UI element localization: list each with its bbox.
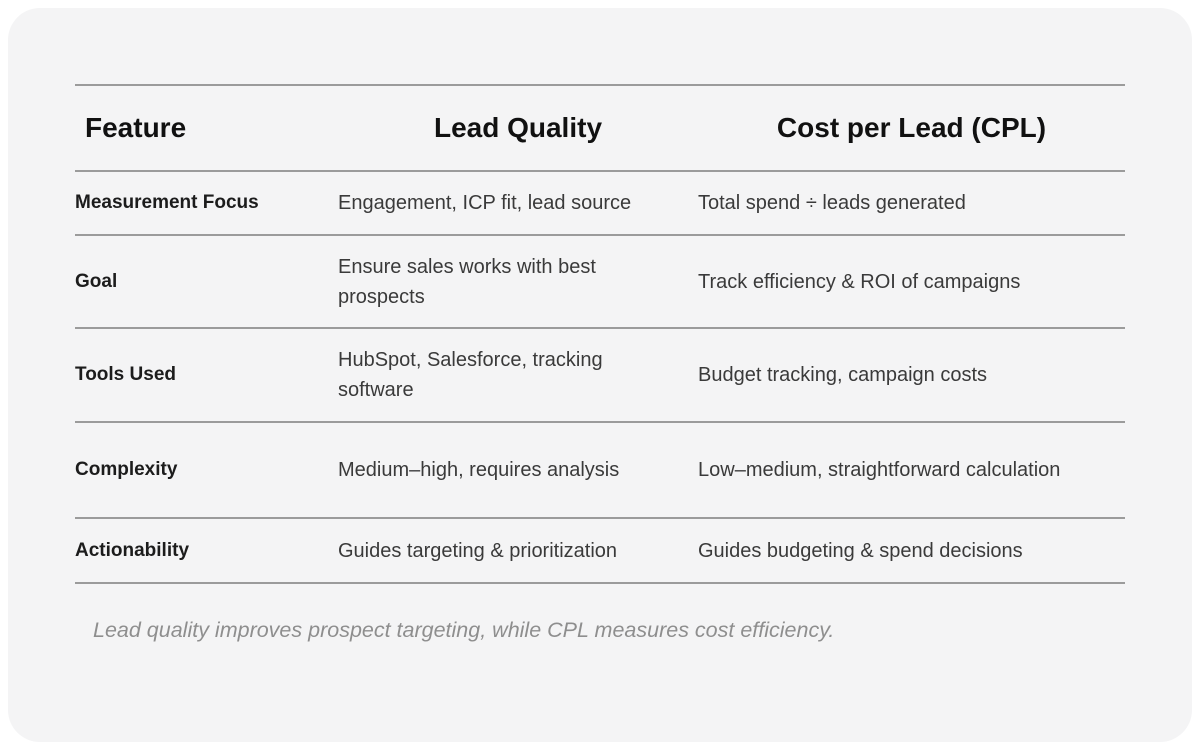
lead-quality-cell: HubSpot, Salesforce, tracking software: [338, 349, 603, 401]
feature-cell: Measurement Focus: [75, 192, 259, 213]
table-row-complexity: Complexity Medium–high, requires analysi…: [75, 422, 1125, 518]
cpl-cell: Track efficiency & ROI of campaigns: [698, 270, 1021, 293]
column-header-feature: Feature: [85, 112, 187, 143]
feature-cell: Tools Used: [75, 364, 176, 385]
column-header-cost-per-lead: Cost per Lead (CPL): [776, 112, 1047, 143]
comparison-card: Feature Lead Quality Cost per Lead (CPL)…: [8, 8, 1192, 742]
cpl-cell: Total spend ÷ leads generated: [698, 192, 966, 214]
table-row-measurement-focus: Measurement Focus Engagement, ICP fit, l…: [75, 171, 1125, 235]
feature-cell: Actionability: [75, 539, 190, 561]
table-caption: Lead quality improves prospect targeting…: [93, 618, 835, 642]
table-row-actionability: Actionability Guides targeting & priorit…: [75, 518, 1125, 583]
header-row: Feature Lead Quality Cost per Lead (CPL): [75, 85, 1125, 171]
table-row-goal: Goal Ensure sales works with best prospe…: [75, 235, 1125, 328]
feature-cell: Complexity: [75, 459, 178, 480]
lead-quality-cell: Ensure sales works with best prospects: [338, 255, 596, 308]
comparison-table: Feature Lead Quality Cost per Lead (CPL)…: [75, 84, 1125, 584]
lead-quality-cell: Medium–high, requires analysis: [338, 459, 620, 481]
table-row-tools-used: Tools Used HubSpot, Salesforce, tracking…: [75, 328, 1125, 422]
cpl-cell: Budget tracking, campaign costs: [698, 364, 988, 386]
column-header-lead-quality: Lead Quality: [433, 112, 603, 143]
lead-quality-cell: Engagement, ICP fit, lead source: [338, 192, 632, 214]
cpl-cell: Low–medium, straightforward calculation: [698, 459, 1061, 481]
cpl-cell: Guides budgeting & spend decisions: [698, 539, 1023, 562]
lead-quality-cell: Guides targeting & prioritization: [338, 539, 618, 562]
feature-cell: Goal: [75, 270, 118, 292]
